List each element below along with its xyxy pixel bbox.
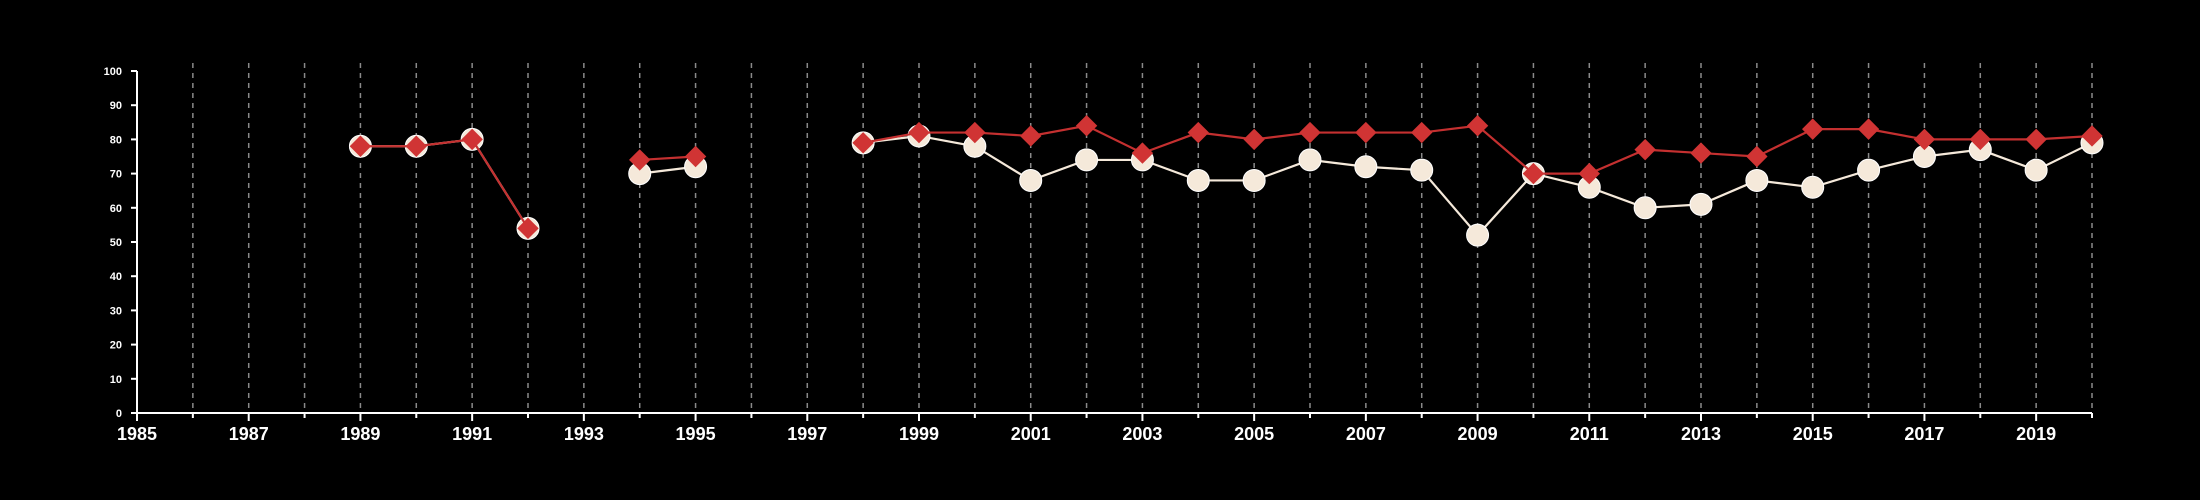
y-tick-label-50: 50 — [110, 237, 122, 249]
series-1-point-2001 — [1019, 168, 1043, 192]
grid-lines — [192, 63, 2093, 413]
x-tick-label-1993: 1993 — [564, 424, 604, 444]
series-1-point-2004 — [1186, 168, 1210, 192]
x-tick-label-1999: 1999 — [899, 424, 939, 444]
series-2-point-2006 — [1299, 121, 1321, 144]
series-2-point-2009 — [1466, 115, 1489, 137]
axes: 0 10 20 30 40 50 60 70 80 90 100 1985 1987 1989 1991 19… — [104, 66, 2093, 444]
y-tick-label-0: 0 — [116, 408, 122, 420]
x-tick-label-1991: 1991 — [452, 424, 492, 444]
series-2-point-2008 — [1411, 121, 1433, 144]
series-1-point-2014 — [1745, 168, 1769, 192]
series-2-point-2005 — [1243, 128, 1265, 151]
x-tick-label-2011: 2011 — [1570, 424, 1609, 444]
series-1-point-2012 — [1633, 196, 1657, 220]
series-2-point-2012 — [1634, 138, 1656, 161]
series-2-point-1995 — [684, 145, 707, 168]
y-tick-label-40: 40 — [110, 271, 122, 283]
series-2-point-2001 — [1020, 125, 1042, 147]
x-tick-label-1989: 1989 — [340, 424, 380, 444]
x-tick-label-2019: 2019 — [2016, 424, 2056, 444]
x-tick-label-2013: 2013 — [1681, 424, 1721, 444]
series-layer — [348, 115, 2104, 247]
series-2-point-2000 — [964, 121, 986, 144]
x-tick-label-1985: 1985 — [117, 424, 157, 444]
y-tick-label-80: 80 — [110, 134, 122, 146]
series-1-point-2002 — [1075, 148, 1099, 172]
series-1-point-2005 — [1242, 168, 1266, 192]
series-2-point-1989 — [349, 135, 372, 157]
series-2-point-2019 — [2025, 128, 2047, 151]
x-tick-label-2003: 2003 — [1122, 424, 1162, 444]
series-2-point-1990 — [405, 135, 427, 157]
x-tick-label-2001: 2001 — [1011, 424, 1051, 444]
y-tick-label-30: 30 — [110, 305, 122, 317]
series-2-point-2014 — [1746, 145, 1768, 168]
series-2-line-segment-1 — [360, 138, 529, 229]
series-2-point-1992 — [517, 217, 539, 240]
x-tick-label-2007: 2007 — [1346, 424, 1386, 444]
x-tick-label-2015: 2015 — [1793, 424, 1833, 444]
series-1-point-2019 — [2024, 158, 2048, 182]
series-2-point-2020 — [2081, 125, 2103, 147]
y-tick-label-60: 60 — [110, 203, 122, 215]
series-1-point-2009 — [1466, 223, 1490, 247]
series-1-point-2015 — [1801, 175, 1825, 199]
x-tick-label-1997: 1997 — [787, 424, 827, 444]
series-1-line-segment-1 — [360, 138, 529, 229]
y-tick-label-20: 20 — [110, 340, 122, 352]
x-tick-label-2017: 2017 — [1904, 424, 1944, 444]
series-2-point-1998 — [852, 132, 874, 154]
y-tick-label-100: 100 — [104, 66, 122, 78]
series-1-point-2013 — [1689, 192, 1713, 216]
series-2-point-2017 — [1913, 128, 1936, 151]
y-tick-label-90: 90 — [110, 100, 122, 112]
series-2-point-1994 — [629, 149, 651, 171]
series-2-point-2013 — [1690, 142, 1712, 164]
series-2-point-2004 — [1187, 121, 1209, 144]
series-2-point-2002 — [1075, 115, 1098, 137]
series-1-point-2006 — [1298, 148, 1322, 172]
series-2-point-2018 — [1969, 128, 1991, 151]
series-2-point-1991 — [461, 128, 483, 151]
series-1-point-2016 — [1857, 158, 1881, 182]
x-tick-label-1987: 1987 — [229, 424, 269, 444]
series-1-point-2007 — [1354, 155, 1378, 179]
series-2-point-2007 — [1355, 121, 1377, 144]
y-tick-label-70: 70 — [110, 169, 122, 181]
y-tick-label-10: 10 — [110, 374, 122, 386]
series-2-point-2016 — [1857, 118, 1880, 140]
series-2-point-2011 — [1578, 162, 1600, 185]
series-2-point-2015 — [1802, 118, 1824, 140]
x-tick-label-2009: 2009 — [1458, 424, 1498, 444]
series-2-point-2010 — [1522, 162, 1545, 185]
series-2 — [349, 115, 2103, 240]
series-1 — [348, 124, 2104, 247]
series-2-point-2003 — [1131, 142, 1154, 164]
x-tick-label-1995: 1995 — [676, 424, 716, 444]
series-2-point-1999 — [908, 121, 930, 144]
series-1-point-2008 — [1410, 158, 1434, 182]
x-tick-label-2005: 2005 — [1234, 424, 1274, 444]
